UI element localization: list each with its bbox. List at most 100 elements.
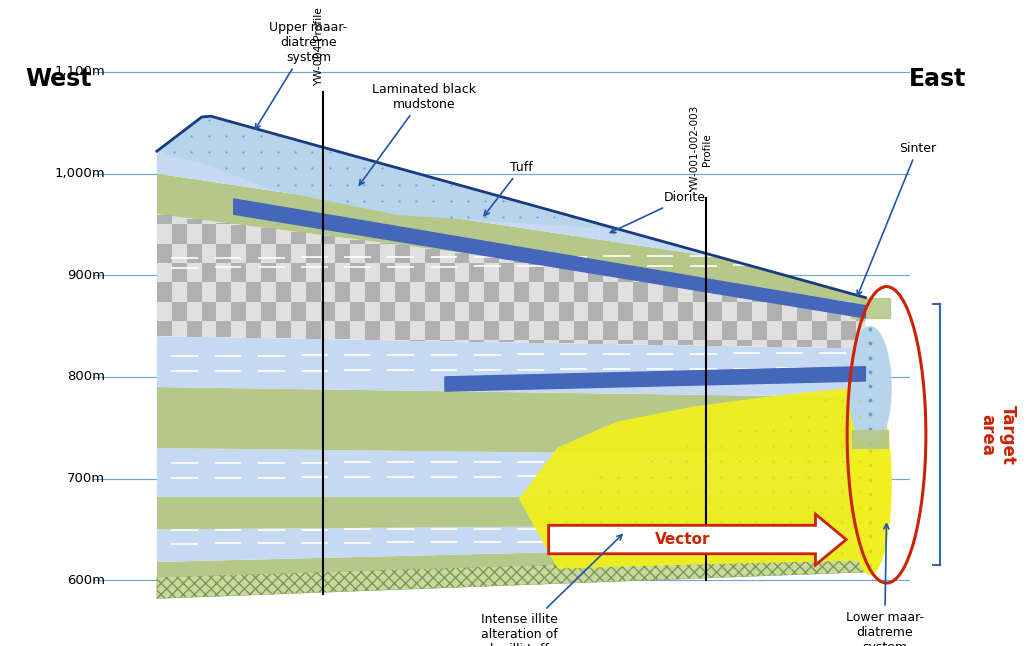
Bar <box>722 321 737 340</box>
Polygon shape <box>157 336 865 397</box>
Bar <box>246 282 261 302</box>
Bar <box>216 282 232 302</box>
Bar <box>737 340 752 346</box>
Polygon shape <box>157 129 865 298</box>
Text: 800m: 800m <box>67 370 105 383</box>
Text: Vector: Vector <box>655 532 711 547</box>
Bar <box>290 232 306 244</box>
Bar <box>529 263 544 282</box>
Bar <box>663 282 678 302</box>
Bar <box>514 260 529 263</box>
Bar <box>380 302 394 321</box>
Text: 700m: 700m <box>67 472 105 485</box>
Text: 1,100m: 1,100m <box>55 65 105 78</box>
Bar <box>350 263 366 282</box>
Bar <box>202 302 216 321</box>
Bar <box>261 263 276 282</box>
Bar <box>826 340 842 348</box>
Bar <box>708 302 722 321</box>
Bar <box>216 244 232 263</box>
Ellipse shape <box>849 326 892 448</box>
Polygon shape <box>166 116 614 229</box>
Bar <box>797 302 812 321</box>
FancyArrow shape <box>549 514 847 565</box>
Text: Upper maar-
diatreme
system: Upper maar- diatreme system <box>255 21 348 129</box>
Bar <box>558 340 574 343</box>
Bar <box>232 263 246 282</box>
Text: East: East <box>908 67 966 91</box>
Text: 600m: 600m <box>67 574 105 587</box>
Polygon shape <box>445 367 865 391</box>
Bar <box>708 340 722 346</box>
Bar <box>529 302 544 321</box>
Bar <box>290 302 306 321</box>
Bar <box>172 224 186 244</box>
Bar <box>261 228 276 244</box>
Bar <box>380 263 394 282</box>
Polygon shape <box>157 555 865 598</box>
Text: West: West <box>26 67 92 91</box>
Bar <box>500 340 514 342</box>
Bar <box>440 263 454 282</box>
Bar <box>157 244 172 263</box>
Text: 900m: 900m <box>67 269 105 282</box>
Bar <box>782 294 797 302</box>
Bar <box>574 321 588 340</box>
Bar <box>366 282 380 302</box>
Bar <box>500 263 514 282</box>
Bar <box>618 273 633 282</box>
Bar <box>604 282 618 302</box>
Bar <box>470 263 484 282</box>
Bar <box>410 302 424 321</box>
Text: Intense illite
alteration of
lapilli tuff: Intense illite alteration of lapilli tuf… <box>481 535 622 646</box>
Bar <box>484 321 500 340</box>
Bar <box>767 302 782 321</box>
Bar <box>529 340 544 343</box>
Bar <box>202 224 216 244</box>
Bar <box>440 302 454 321</box>
Polygon shape <box>157 145 865 298</box>
Polygon shape <box>157 497 865 529</box>
Polygon shape <box>157 448 865 497</box>
Text: Target
area: Target area <box>978 405 1018 464</box>
Bar <box>782 321 797 340</box>
Bar <box>306 244 320 263</box>
Bar <box>678 281 692 282</box>
Bar <box>812 321 826 340</box>
Bar <box>633 282 648 302</box>
Bar <box>678 302 692 321</box>
Bar <box>350 240 366 244</box>
Text: Lower maar-
diatreme
system: Lower maar- diatreme system <box>846 524 924 646</box>
Text: Diorite: Diorite <box>611 191 706 233</box>
Polygon shape <box>157 214 865 348</box>
Text: YW-004 Profile: YW-004 Profile <box>313 7 323 87</box>
Bar <box>826 302 842 321</box>
Polygon shape <box>851 298 890 318</box>
Bar <box>470 340 484 342</box>
Bar <box>604 321 618 340</box>
Bar <box>320 302 336 321</box>
Ellipse shape <box>849 392 892 575</box>
Text: YW-001-002-003
Profile: YW-001-002-003 Profile <box>690 106 712 193</box>
Bar <box>246 321 261 338</box>
Bar <box>454 253 470 263</box>
Bar <box>424 282 440 302</box>
Bar <box>484 256 500 263</box>
Bar <box>663 321 678 340</box>
Polygon shape <box>157 545 865 577</box>
Bar <box>588 269 604 282</box>
Bar <box>424 249 440 263</box>
Bar <box>692 321 708 340</box>
Polygon shape <box>234 199 865 318</box>
Bar <box>394 321 410 340</box>
Bar <box>157 282 172 302</box>
Bar <box>767 340 782 347</box>
Bar <box>558 302 574 321</box>
Bar <box>276 244 290 263</box>
Bar <box>484 282 500 302</box>
Bar <box>856 304 865 321</box>
Bar <box>410 263 424 282</box>
Bar <box>290 263 306 282</box>
Bar <box>618 340 633 344</box>
Bar <box>470 302 484 321</box>
